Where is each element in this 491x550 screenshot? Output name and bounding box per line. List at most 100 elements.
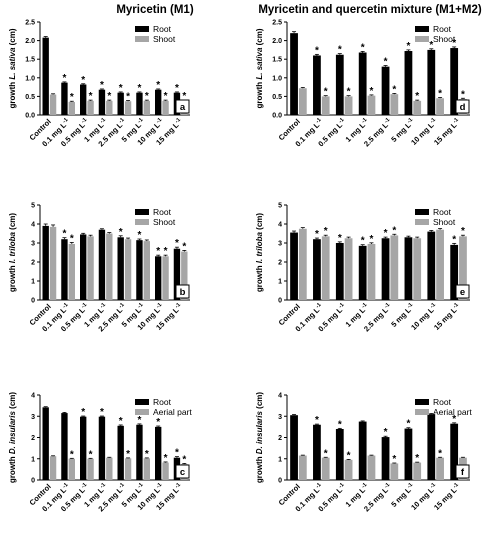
y-axis-label: growth L. sativa (cm): [255, 28, 264, 108]
significance-star: *: [438, 448, 442, 459]
root-bar: [358, 421, 367, 480]
legend-label: Shoot: [433, 217, 456, 227]
significance-star: *: [107, 91, 111, 102]
legend-swatch-root: [135, 399, 149, 405]
shoot-bar: [344, 238, 353, 300]
root-bar: [290, 33, 298, 115]
significance-star: *: [89, 91, 93, 102]
root-bar: [404, 51, 413, 115]
shoot-bar: [124, 458, 132, 480]
significance-star: *: [89, 449, 93, 460]
root-bar: [155, 426, 162, 480]
legend-label: Root: [433, 397, 452, 407]
legend-swatch-shoot: [415, 409, 429, 415]
significance-star: *: [461, 226, 465, 237]
significance-star: *: [62, 229, 66, 240]
shoot-bar: [413, 238, 422, 300]
root-bar: [117, 237, 124, 300]
legend-label: Root: [153, 397, 172, 407]
significance-star: *: [315, 415, 319, 426]
significance-star: *: [347, 450, 351, 461]
root-bar: [61, 413, 68, 480]
significance-star: *: [70, 92, 74, 103]
left-column-title: Myricetin (M1): [116, 4, 194, 16]
shoot-bar: [298, 455, 307, 480]
shoot-bar: [49, 456, 57, 480]
significance-star: *: [429, 40, 433, 51]
legend-swatch-shoot: [135, 409, 149, 415]
legend-swatch-root: [415, 209, 429, 215]
significance-star: *: [415, 453, 419, 464]
legend-swatch-shoot: [135, 219, 149, 225]
panel-label: e: [460, 287, 465, 298]
y-tick-label: 4: [278, 222, 282, 229]
root-bar: [381, 66, 390, 115]
shoot-bar: [49, 226, 57, 300]
legend-swatch-root: [415, 26, 429, 32]
shoot-bar: [106, 233, 113, 300]
panel-label-box: [455, 284, 470, 299]
root-bar: [313, 424, 321, 480]
significance-star: *: [452, 414, 456, 425]
significance-star: *: [70, 233, 74, 244]
root-bar: [117, 92, 124, 115]
y-tick-label: 2: [31, 260, 35, 267]
shoot-bar: [124, 239, 132, 300]
shoot-bar: [459, 236, 467, 300]
panel-label-box: [455, 464, 470, 479]
significance-star: *: [156, 417, 160, 428]
root-bar: [404, 237, 413, 300]
significance-star: *: [119, 416, 123, 427]
significance-star: *: [406, 419, 410, 430]
significance-star: *: [100, 407, 104, 418]
significance-star: *: [324, 226, 328, 237]
root-bar: [117, 425, 124, 480]
significance-star: *: [164, 246, 168, 257]
significance-star: *: [175, 448, 179, 459]
shoot-bar: [321, 236, 330, 300]
y-tick-label: 0.0: [272, 113, 282, 120]
significance-star: *: [392, 84, 396, 95]
root-bar: [313, 239, 321, 300]
significance-star: *: [81, 407, 85, 418]
y-tick-label: 1: [278, 279, 282, 286]
root-bar: [80, 84, 87, 115]
y-tick-label: 0: [278, 478, 282, 485]
shoot-bar: [367, 95, 376, 115]
y-tick-label: 4: [31, 393, 35, 400]
root-bar: [155, 256, 162, 300]
significance-star: *: [461, 89, 465, 100]
y-tick-label: 3: [31, 241, 35, 248]
significance-star: *: [452, 38, 456, 49]
legend-label: Shoot: [433, 34, 456, 44]
significance-star: *: [452, 234, 456, 245]
root-bar: [80, 234, 87, 300]
root-bar: [61, 239, 68, 300]
shoot-bar: [298, 88, 307, 115]
y-tick-label: 5: [278, 203, 282, 210]
legend-label: Root: [433, 24, 452, 34]
significance-star: *: [62, 73, 66, 84]
legend-label: Aerial part: [433, 407, 472, 417]
shoot-bar: [390, 94, 399, 115]
shoot-bar: [87, 236, 94, 300]
root-bar: [136, 240, 143, 300]
significance-star: *: [361, 236, 365, 247]
root-bar: [335, 429, 344, 480]
y-tick-label: 2: [31, 435, 35, 442]
y-tick-label: 3: [31, 414, 35, 421]
significance-star: *: [338, 233, 342, 244]
shoot-bar: [106, 457, 113, 480]
y-tick-label: 0.0: [25, 113, 35, 120]
significance-star: *: [369, 86, 373, 97]
y-tick-label: 1: [278, 456, 282, 463]
y-tick-label: 1: [31, 456, 35, 463]
root-bar: [290, 415, 298, 480]
significance-star: *: [315, 45, 319, 56]
significance-star: *: [156, 80, 160, 91]
shoot-bar: [124, 101, 132, 115]
y-tick-label: 0.5: [25, 94, 35, 101]
root-bar: [42, 37, 49, 115]
